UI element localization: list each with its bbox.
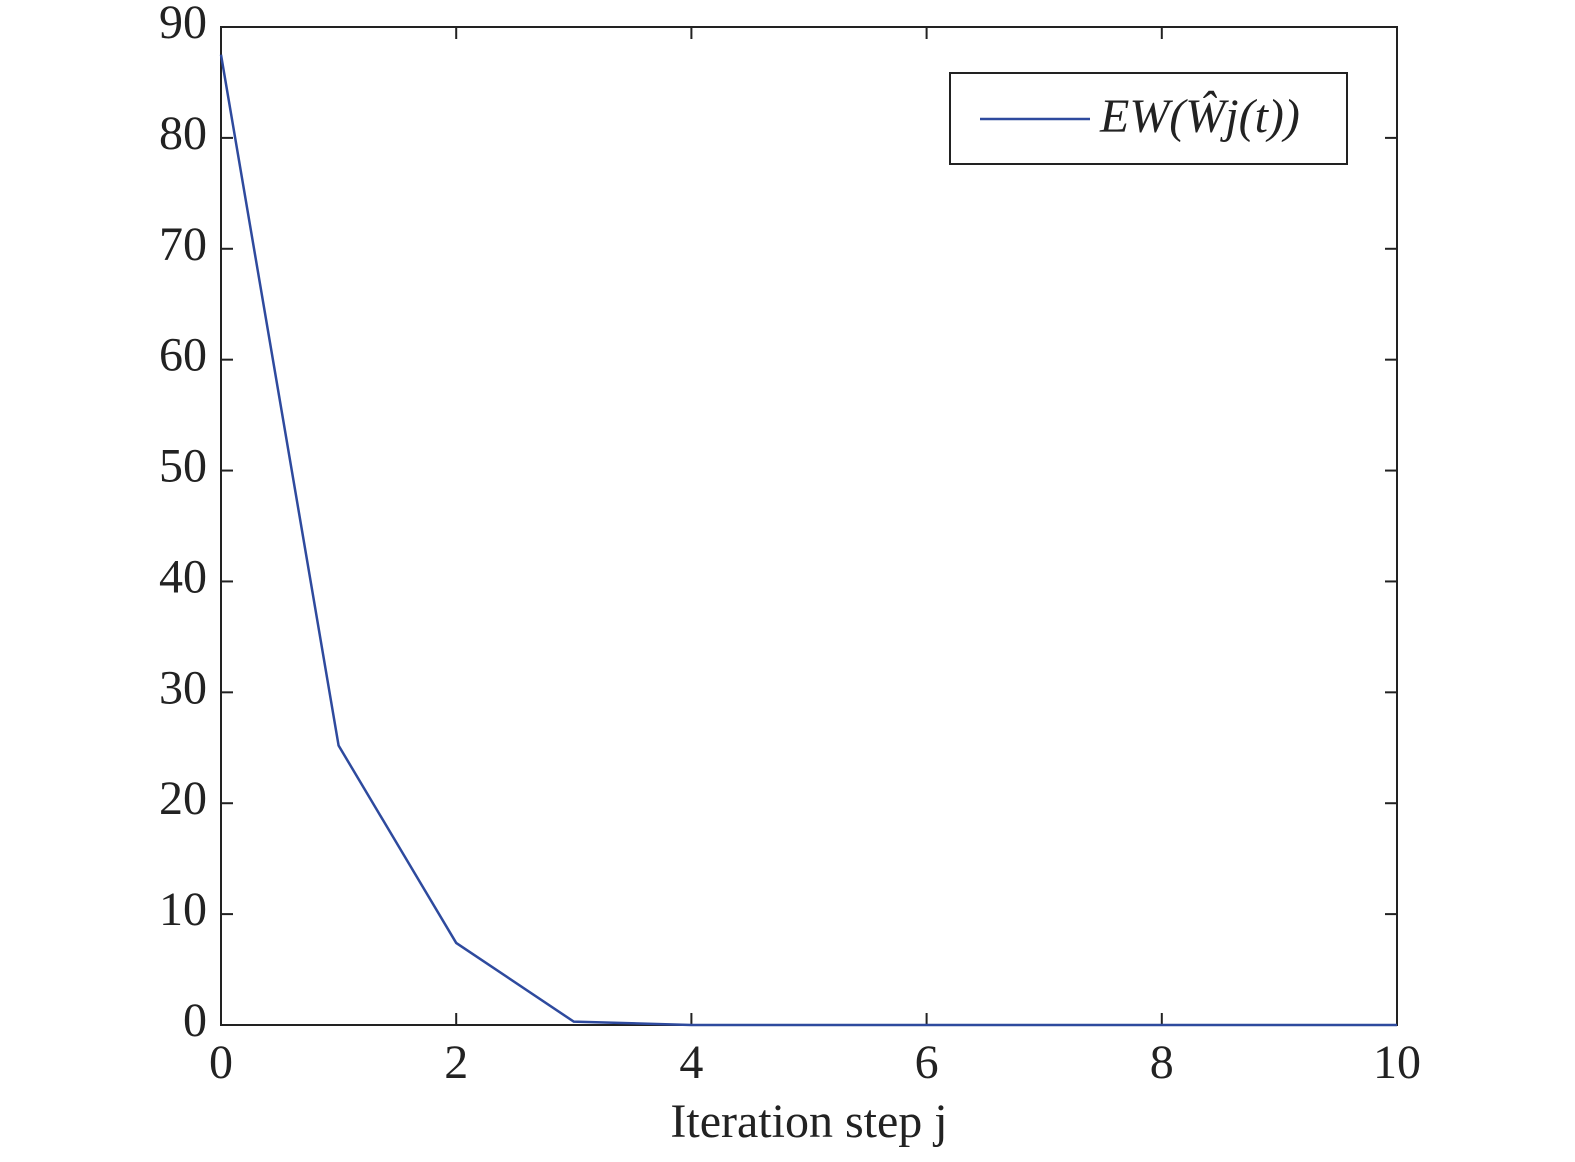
x-tick-label: 6	[915, 1036, 939, 1089]
y-tick-label: 80	[159, 107, 207, 160]
legend-label: EW(Ŵj(t))	[1099, 90, 1300, 143]
plot-frame	[220, 26, 1398, 1026]
x-tick-label: 10	[1373, 1036, 1421, 1089]
x-tick-label: 4	[679, 1036, 703, 1089]
x-tick-label: 2	[444, 1036, 468, 1089]
x-tick-label: 0	[209, 1036, 233, 1089]
data-line	[219, 54, 1397, 1027]
y-tick-label: 40	[159, 550, 207, 603]
y-tick-label: 20	[159, 772, 207, 825]
y-tick-label: 10	[159, 883, 207, 936]
x-tick-label: 8	[1150, 1036, 1174, 1089]
y-tick-label: 30	[159, 661, 207, 714]
y-tick-label: 90	[159, 0, 207, 49]
y-tick-label: 60	[159, 329, 207, 382]
y-tick-label: 70	[159, 218, 207, 271]
y-tick-label: 0	[183, 994, 207, 1047]
x-axis-label: Iteration step j	[670, 1095, 947, 1148]
y-tick-label: 50	[159, 440, 207, 493]
